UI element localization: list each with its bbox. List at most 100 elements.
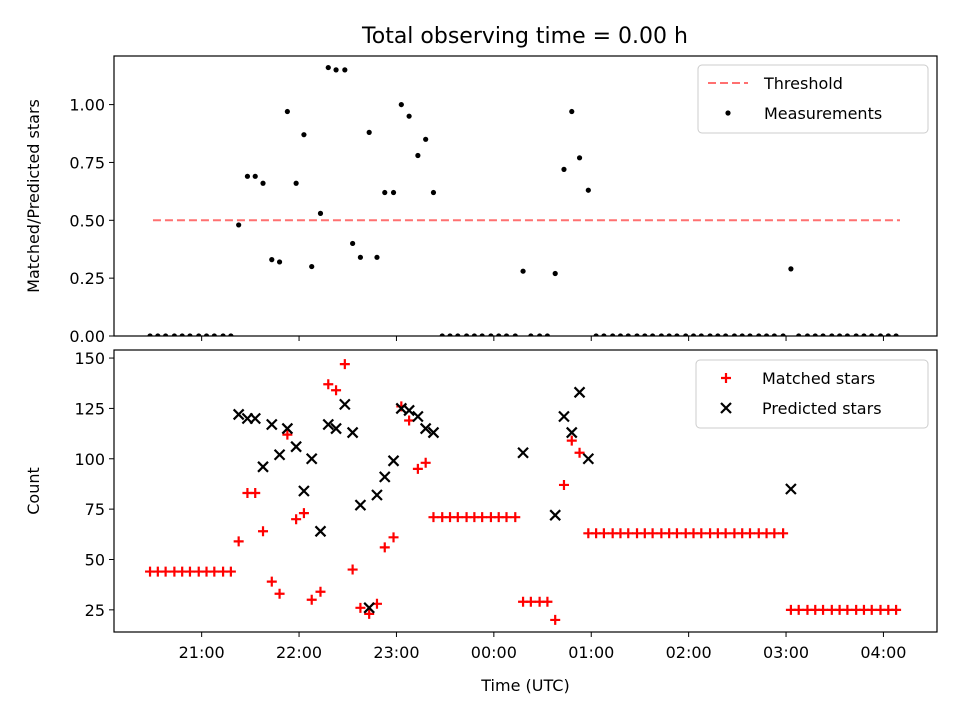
measurement-point <box>666 333 672 336</box>
measurement-point <box>488 333 494 336</box>
predicted-point <box>582 452 595 465</box>
legend-label: Matched stars <box>762 369 875 388</box>
y-tick-label: 25 <box>85 601 105 620</box>
measurement-point <box>260 180 266 186</box>
matched-point <box>671 528 682 539</box>
predicted-point <box>281 422 294 435</box>
x-tick-label: 01:00 <box>568 643 614 662</box>
predicted-point <box>232 408 245 421</box>
measurement-point <box>763 333 770 336</box>
x-tick-label: 23:00 <box>373 643 419 662</box>
legend-marker <box>721 373 731 383</box>
measurement-point <box>252 173 258 179</box>
legend-box <box>695 359 929 429</box>
predicted-point <box>290 440 302 453</box>
figure-title: Total observing time = 0.00 h <box>361 24 688 49</box>
measurement-point <box>796 333 802 336</box>
matched-point <box>225 566 236 577</box>
measurement-point <box>698 333 704 336</box>
x-axis-label: Time (UTC) <box>480 676 569 695</box>
measurement-point <box>471 333 477 336</box>
matched-point <box>891 604 902 615</box>
matched-point <box>696 528 707 539</box>
measurement-point <box>561 166 567 172</box>
matched-point <box>452 512 463 523</box>
matched-point <box>355 602 366 613</box>
predicted-point <box>371 489 383 501</box>
matched-point <box>233 536 244 547</box>
measurement-point <box>357 254 364 260</box>
matched-point <box>306 594 317 605</box>
measurement-point <box>309 263 315 270</box>
measurement-point <box>512 333 518 336</box>
matched-point <box>842 604 853 615</box>
legend-label: Measurements <box>764 104 882 123</box>
predicted-point <box>322 418 335 431</box>
matched-point <box>388 532 399 543</box>
measurement-point <box>374 254 380 260</box>
measurement-point <box>520 268 526 274</box>
measurement-point <box>382 189 388 196</box>
measurement-point <box>179 333 185 336</box>
predicted-point <box>558 410 570 423</box>
measurement-point <box>269 257 275 263</box>
predicted-point <box>427 426 440 439</box>
legend: Matched stars Predicted stars <box>695 359 929 429</box>
measurement-point <box>804 333 811 336</box>
measurement-point <box>585 187 591 193</box>
predicted-point <box>419 422 432 435</box>
matched-point <box>550 614 561 625</box>
predicted-point <box>339 398 351 411</box>
measurement-point <box>415 152 421 159</box>
predicted-point <box>785 483 797 495</box>
matched-point <box>542 596 553 607</box>
matched-point <box>558 479 569 490</box>
measurement-point <box>617 333 624 336</box>
measurement-point <box>747 333 753 336</box>
predicted-point <box>573 386 586 399</box>
x-tick-label: 03:00 <box>763 643 809 662</box>
measurement-point <box>634 333 640 336</box>
measurement-point <box>171 333 177 336</box>
matched-point <box>184 566 195 577</box>
predicted-point <box>378 471 391 483</box>
matched-point <box>510 512 521 523</box>
measurement-point <box>893 333 899 336</box>
matched-point <box>793 604 804 615</box>
measurement-point <box>447 333 453 336</box>
measurement-point <box>220 333 226 336</box>
measurement-point <box>455 333 461 336</box>
measurement-point <box>528 333 534 336</box>
measurement-point <box>658 333 664 336</box>
y-tick-label: 150 <box>74 349 105 368</box>
measurement-point <box>333 67 339 73</box>
predicted-point <box>412 410 424 423</box>
measurement-point <box>228 333 234 336</box>
predicted-point <box>565 426 578 439</box>
measurement-point <box>552 270 558 277</box>
matched-point <box>866 604 877 615</box>
measurement-point <box>683 333 689 336</box>
measurement-point <box>861 333 867 336</box>
matched-point <box>298 508 309 519</box>
measurement-point <box>780 333 786 336</box>
matched-point <box>291 514 302 525</box>
measurement-point <box>739 333 745 336</box>
predicted-point <box>387 455 400 467</box>
matched-point <box>315 586 326 597</box>
predicted-point <box>273 448 286 461</box>
matched-point <box>160 566 171 577</box>
measurement-point <box>771 333 777 336</box>
measurement-point <box>877 333 884 336</box>
legend-box <box>697 64 929 134</box>
count-panel: 25 50 75 100 125 150 21:00 22:00 23:00 00:00 01:00… <box>24 349 938 695</box>
x-tick-label: 00:00 <box>471 643 517 662</box>
predicted-point <box>363 602 375 614</box>
measurement-point <box>869 333 875 336</box>
matched-point <box>818 604 829 615</box>
y-tick-label: 100 <box>74 450 105 469</box>
matched-point <box>428 512 439 523</box>
measurement-point <box>650 333 656 336</box>
measurement-point <box>885 333 891 336</box>
matched-point <box>282 429 293 440</box>
